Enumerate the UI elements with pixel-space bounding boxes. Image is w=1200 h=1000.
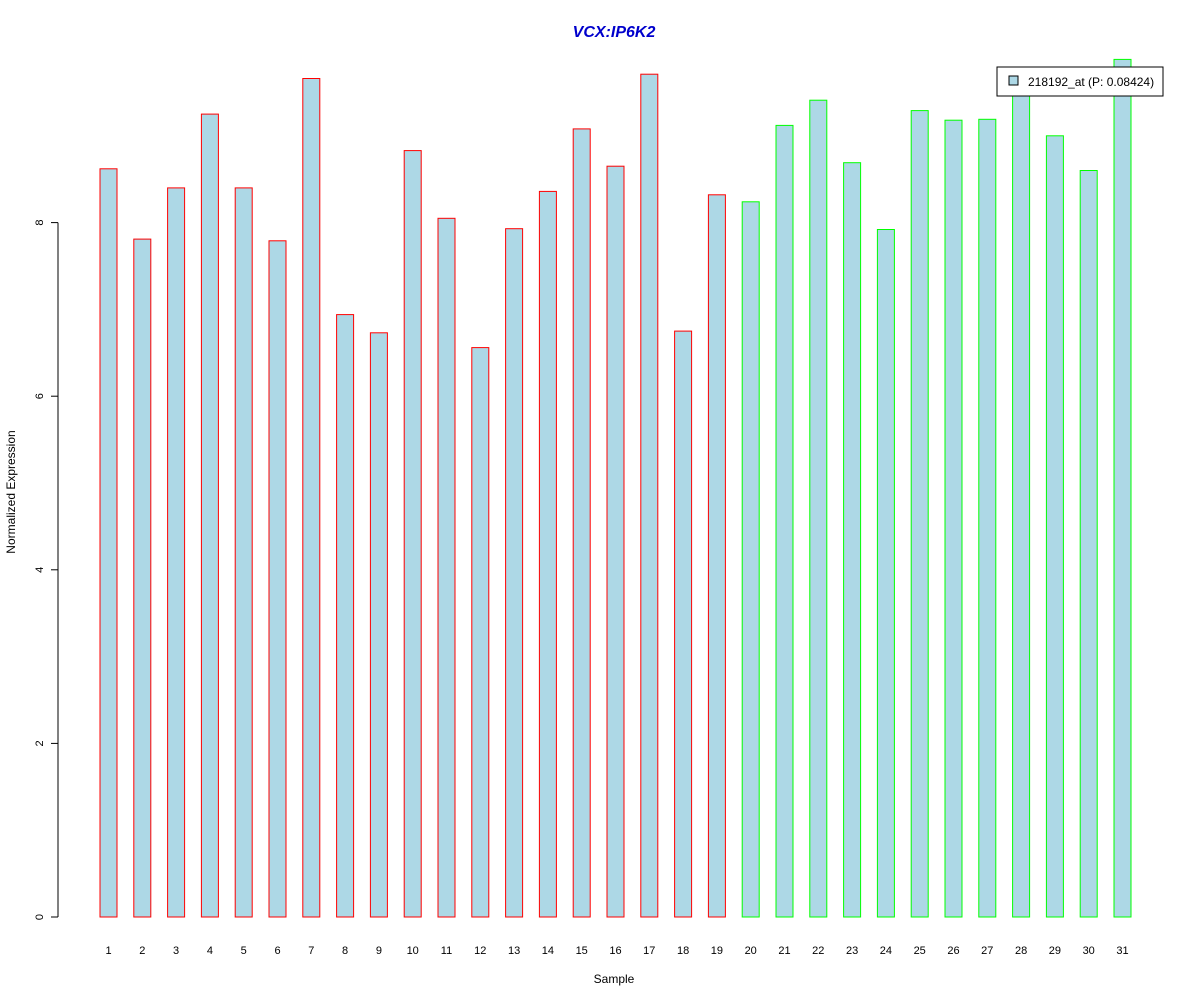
x-tick-label: 2: [139, 945, 145, 957]
bar: [369, 332, 388, 918]
bar: [674, 330, 693, 918]
bar: [200, 113, 219, 918]
x-tick-label: 7: [308, 945, 314, 957]
x-tick-label: 15: [576, 945, 588, 957]
legend-box: [996, 66, 1164, 97]
bar: [167, 187, 186, 918]
x-tick-label: 28: [1015, 945, 1027, 957]
x-tick-label: 23: [846, 945, 858, 957]
x-tick-label: 18: [677, 945, 689, 957]
y-tick-label: 4: [34, 567, 46, 573]
x-tick-label: 12: [474, 945, 486, 957]
x-tick-label: 20: [745, 945, 757, 957]
bar: [910, 110, 929, 918]
x-tick-label: 11: [441, 945, 452, 957]
bar: [234, 187, 253, 918]
bar: [99, 168, 118, 918]
x-tick-label: 16: [609, 945, 621, 957]
x-tick-label: 31: [1116, 945, 1128, 957]
x-tick-label: 21: [778, 945, 790, 957]
y-tick-label: 6: [34, 393, 46, 399]
bar: [268, 240, 287, 918]
bar: [741, 201, 760, 918]
x-tick-label: 19: [711, 945, 723, 957]
x-tick-label: 13: [508, 945, 520, 957]
bars: [99, 58, 1132, 918]
chart-title: VCX:IP6K2: [573, 24, 656, 41]
x-tick-label: 3: [173, 945, 179, 957]
bar: [1113, 58, 1132, 918]
x-tick-label: 30: [1083, 945, 1095, 957]
bar: [809, 99, 828, 918]
x-tick-label: 25: [914, 945, 926, 957]
y-axis-label: Normalized Expression: [4, 430, 18, 553]
bar: [843, 162, 862, 918]
bar: [437, 217, 456, 918]
x-tick-label: 10: [407, 945, 419, 957]
bar: [403, 150, 422, 918]
x-tick-label: 6: [274, 945, 280, 957]
y-tick-label: 8: [34, 220, 46, 226]
x-tick-label: 8: [342, 945, 348, 957]
x-axis-label: Sample: [594, 972, 635, 986]
x-tick-label: 29: [1049, 945, 1061, 957]
bar: [336, 314, 355, 918]
bar: [707, 194, 726, 918]
bar: [876, 229, 895, 918]
bar: [775, 124, 794, 918]
y-tick-label: 0: [34, 914, 46, 920]
x-tick-labels: 1 2 3 4 5 6 7 8 9 10 11 12 13 14 15 16 17 18 19 20 21 22 23 24 2…: [105, 945, 1128, 957]
bar: [944, 119, 963, 918]
bar: [538, 190, 557, 918]
x-tick-label: 5: [241, 945, 247, 957]
x-tick-label: 1: [105, 945, 111, 957]
y-axis: 0 2 4 6 8: [34, 220, 59, 920]
x-tick-label: 22: [812, 945, 824, 957]
bar: [471, 347, 490, 918]
x-tick-label: 24: [880, 945, 892, 957]
y-tick-label: 2: [34, 740, 46, 746]
bar: [978, 118, 997, 918]
bar: [640, 73, 659, 918]
x-tick-label: 17: [643, 945, 655, 957]
bar: [1079, 170, 1098, 918]
x-tick-label: 27: [981, 945, 993, 957]
bar: [133, 238, 152, 918]
bar: [606, 165, 625, 918]
legend-swatch: [1008, 75, 1019, 86]
bar: [1012, 85, 1031, 918]
x-tick-label: 4: [207, 945, 213, 957]
x-tick-label: 14: [542, 945, 554, 957]
bar: [302, 78, 321, 918]
x-tick-label: 26: [947, 945, 959, 957]
x-tick-label: 9: [376, 945, 382, 957]
legend-label: 218192_at (P: 0.08424): [1028, 75, 1154, 89]
bar: [505, 228, 524, 918]
bar: [572, 128, 591, 918]
bar: [1045, 135, 1064, 918]
legend: 218192_at (P: 0.08424): [996, 66, 1164, 97]
